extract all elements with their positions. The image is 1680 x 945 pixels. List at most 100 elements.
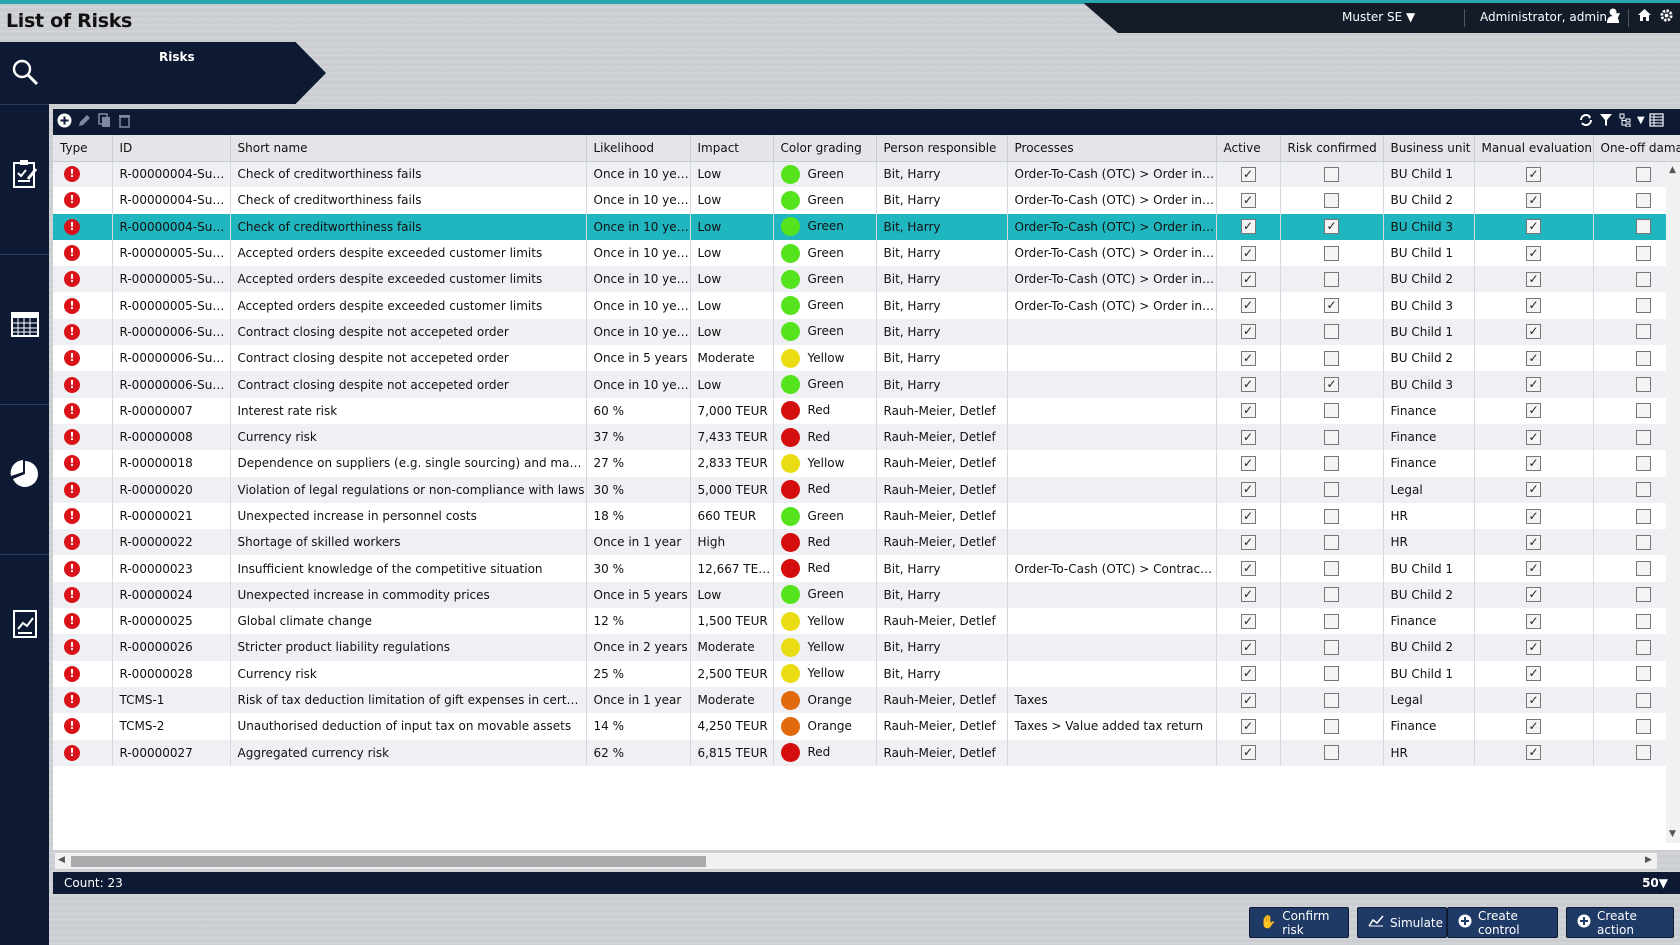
columns-icon[interactable] [1649,113,1664,131]
one-off-damage-checkbox[interactable] [1635,166,1651,182]
simulate-button[interactable]: Simulate [1357,907,1447,938]
table-row[interactable]: ! R-00000007 Interest rate risk 60 % 7,000 T… [53,397,1680,424]
one-off-damage-checkbox[interactable] [1635,219,1651,235]
one-off-damage-checkbox[interactable] [1635,298,1651,314]
column-header[interactable]: One-off damag [1593,135,1680,162]
home-icon[interactable] [1637,8,1652,26]
manual-evaluation-checkbox[interactable]: ✓ [1526,613,1541,629]
table-row[interactable]: ! R-00000006-Sub 1 Contract closing despit… [53,318,1680,346]
copy-icon[interactable] [97,113,112,132]
risk-confirmed-checkbox[interactable] [1324,613,1339,629]
active-checkbox[interactable]: ✓ [1240,324,1256,340]
active-checkbox[interactable]: ✓ [1240,482,1256,498]
manual-evaluation-checkbox[interactable]: ✓ [1526,350,1541,366]
manual-evaluation-checkbox[interactable]: ✓ [1526,324,1541,340]
table-row[interactable]: ! R-00000005-Sub 1 Accepted orders despite… [53,239,1680,267]
one-off-damage-checkbox[interactable] [1635,324,1651,340]
column-header[interactable]: Short name [230,135,587,162]
active-checkbox[interactable]: ✓ [1240,745,1256,761]
pie-chart-icon[interactable] [0,444,49,504]
manual-evaluation-checkbox[interactable]: ✓ [1526,718,1541,734]
one-off-damage-checkbox[interactable] [1635,534,1651,550]
table-row[interactable]: ! R-00000022 Shortage of skilled workers On… [53,529,1680,556]
checklist-icon[interactable] [0,144,49,204]
risk-confirmed-checkbox[interactable] [1324,508,1339,524]
one-off-damage-checkbox[interactable] [1635,377,1651,393]
risk-confirmed-checkbox[interactable] [1324,666,1339,682]
table-row[interactable]: ! R-00000008 Currency risk 37 % 7,433 TEUR Re… [53,423,1680,451]
breadcrumb[interactable]: Risks [49,42,326,104]
table-row[interactable]: ! R-00000004-Sub 1 Check of creditworthine… [53,161,1680,188]
table-row[interactable]: ! R-00000025 Global climate change 12 % 1,50… [53,608,1680,635]
horizontal-scroll-thumb[interactable] [71,856,706,867]
risk-confirmed-checkbox[interactable] [1324,324,1339,340]
active-checkbox[interactable]: ✓ [1240,587,1256,603]
table-row[interactable]: ! R-00000026 Stricter product liability re… [53,634,1680,661]
table-row[interactable]: ! R-00000027 Aggregated currency risk 62 % 6… [53,739,1680,766]
one-off-damage-checkbox[interactable] [1635,403,1651,419]
column-header[interactable]: Business unit [1383,135,1475,162]
chevron-down-icon[interactable]: ▼ [1637,115,1645,126]
one-off-damage-checkbox[interactable] [1635,561,1651,577]
manual-evaluation-checkbox[interactable]: ✓ [1526,482,1541,498]
risk-confirmed-checkbox[interactable] [1324,166,1339,182]
column-header[interactable]: Type [53,135,113,162]
edit-icon[interactable] [77,113,92,132]
delete-icon[interactable] [117,113,132,132]
table-row[interactable]: ! R-00000028 Currency risk 25 % 2,500 TEUR Ye… [53,660,1680,687]
manual-evaluation-checkbox[interactable]: ✓ [1526,219,1541,235]
column-header[interactable]: Risk confirmed [1280,135,1384,162]
table-row[interactable]: ! R-00000006-Sub 3 Contract closing despit… [53,371,1680,398]
risk-confirmed-checkbox[interactable] [1324,718,1339,734]
one-off-damage-checkbox[interactable] [1635,192,1651,208]
search-icon[interactable] [0,42,49,102]
active-checkbox[interactable]: ✓ [1240,245,1256,261]
vertical-scrollbar[interactable]: ▲ ▼ [1666,163,1680,843]
risk-confirmed-checkbox[interactable]: ✓ [1324,377,1339,393]
risk-confirmed-checkbox[interactable] [1324,455,1339,471]
one-off-damage-checkbox[interactable] [1635,455,1651,471]
gear-icon[interactable] [1659,8,1674,27]
manual-evaluation-checkbox[interactable]: ✓ [1526,534,1541,550]
active-checkbox[interactable]: ✓ [1240,219,1256,235]
active-checkbox[interactable]: ✓ [1240,298,1256,314]
one-off-damage-checkbox[interactable] [1635,745,1651,761]
user-icon[interactable] [1606,8,1620,27]
active-checkbox[interactable]: ✓ [1240,271,1256,287]
active-checkbox[interactable]: ✓ [1240,561,1256,577]
one-off-damage-checkbox[interactable] [1635,587,1651,603]
active-checkbox[interactable]: ✓ [1240,429,1256,445]
scroll-right-icon[interactable]: ▶ [1645,855,1652,865]
risk-confirmed-checkbox[interactable] [1324,534,1339,550]
table-row[interactable]: ! R-00000005-Sub 2 Accepted orders despite… [53,266,1680,293]
column-header[interactable]: Impact [690,135,774,162]
manual-evaluation-checkbox[interactable]: ✓ [1526,455,1541,471]
manual-evaluation-checkbox[interactable]: ✓ [1526,245,1541,261]
active-checkbox[interactable]: ✓ [1240,403,1256,419]
active-checkbox[interactable]: ✓ [1240,639,1256,655]
manual-evaluation-checkbox[interactable]: ✓ [1526,639,1541,655]
risk-confirmed-checkbox[interactable] [1324,639,1339,655]
risk-confirmed-checkbox[interactable] [1324,429,1339,445]
manual-evaluation-checkbox[interactable]: ✓ [1526,587,1541,603]
risk-confirmed-checkbox[interactable] [1324,192,1339,208]
manual-evaluation-checkbox[interactable]: ✓ [1526,192,1541,208]
manual-evaluation-checkbox[interactable]: ✓ [1526,166,1541,182]
risk-confirmed-checkbox[interactable]: ✓ [1324,298,1339,314]
manual-evaluation-checkbox[interactable]: ✓ [1526,429,1541,445]
page-size-selector[interactable]: 50▼ [1642,876,1668,890]
add-icon[interactable] [57,113,72,132]
manual-evaluation-checkbox[interactable]: ✓ [1526,508,1541,524]
horizontal-scrollbar[interactable]: ◀ ▶ [55,853,1657,869]
refresh-icon[interactable] [1579,113,1593,131]
one-off-damage-checkbox[interactable] [1635,350,1651,366]
risk-confirmed-checkbox[interactable] [1324,271,1339,287]
active-checkbox[interactable]: ✓ [1240,508,1256,524]
column-header[interactable]: Likelihood [586,135,691,162]
risk-confirmed-checkbox[interactable] [1324,245,1339,261]
table-row[interactable]: ! TCMS-1 Risk of tax deduction limitation … [53,686,1680,714]
active-checkbox[interactable]: ✓ [1240,192,1256,208]
active-checkbox[interactable]: ✓ [1240,350,1256,366]
active-checkbox[interactable]: ✓ [1240,377,1256,393]
column-header[interactable]: Active [1216,135,1281,162]
